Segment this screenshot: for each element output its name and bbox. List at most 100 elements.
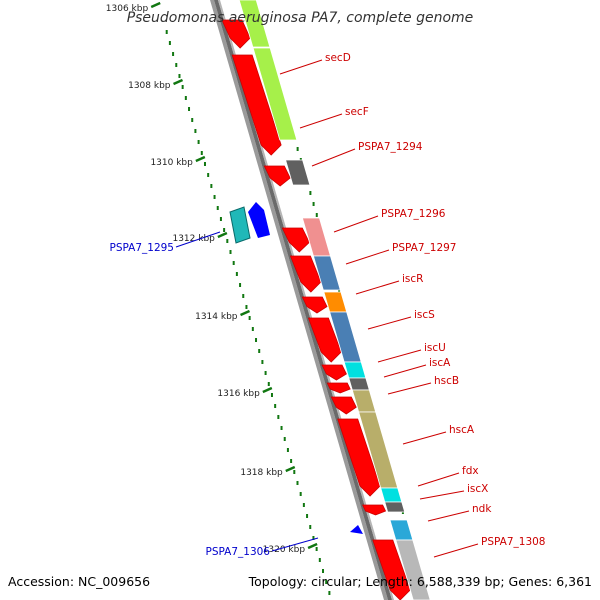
gene-label-pspa7-1294: PSPA7_1294 [358,141,423,153]
tick-dot [235,272,238,276]
gene-arrow-reverse [248,202,270,238]
tick-dot [181,85,184,89]
gene-label-pspa7-1297: PSPA7_1297 [392,242,457,254]
cds-arrow [307,317,342,363]
leader-line [175,231,221,248]
scale-tick-mark [262,386,273,394]
leader-line [377,349,422,363]
tick-dot [299,492,302,496]
feature-track [229,0,431,600]
tick-dot [165,30,168,34]
leader-line [271,537,319,552]
gene-label-fdx: fdx [462,465,479,477]
gene-label-hscb: hscB [434,375,459,387]
tick-dot [309,525,312,529]
scale-tick-mark [150,1,161,9]
cds-arrow [289,255,322,293]
scale-tick-mark [285,465,296,473]
tick-dot [255,338,258,342]
tick-dot [309,191,312,195]
gene-label-pspa7-1296: PSPA7_1296 [381,208,446,220]
tick-dot [232,261,235,265]
leader-line [367,316,412,330]
tick-dot [312,536,315,540]
cds-arrow [231,54,282,156]
gene-label-ndk: ndk [472,503,492,515]
genome-stats-text: Topology: circular; Length: 6,588,339 bp… [248,574,592,589]
tick-dot [296,481,299,485]
tick-dot [226,239,229,243]
gene-label-secf: secF [345,106,369,118]
scale-tick-label: 1312 kbp [172,234,215,244]
gene-box-pspa7-1294 [285,159,311,186]
gene-box-hscb [351,389,377,413]
scale-tick-mark [173,78,184,86]
scale-tick-label: 1308 kbp [128,81,171,91]
tick-dot [172,52,175,56]
gene-box-secf [252,47,298,141]
tick-dot [264,371,267,375]
tick-dot [312,202,315,206]
tick-dot [216,206,219,210]
tick-dot [175,63,178,67]
gene-label-iscx: iscX [467,483,488,495]
tick-dot [207,173,210,177]
tick-dot [306,514,309,518]
gene-box-secd [238,0,271,48]
leader-line [311,148,356,167]
tick-dot [251,327,254,331]
gene-box-iscu [343,361,367,379]
tick-dot [191,118,194,122]
tick-dot [194,129,197,133]
tick-dot [302,503,305,507]
tick-dot [277,415,280,419]
gene-labels: secD secF PSPA7_1294 PSPA7_1296 PSPA7_1297is… [110,52,546,558]
label-leaders [175,59,479,558]
tick-dot [239,283,242,287]
map-title: Pseudomonas aeruginosa PA7, complete gen… [126,10,474,26]
leader-line [279,59,323,75]
tick-dot [200,151,203,155]
cds-track [221,19,411,600]
cds-arrow [326,382,351,394]
tick-dot [245,305,248,309]
gene-box-iscr [323,291,348,313]
tick-dot [280,426,283,430]
gene-label-pspa7-1295: PSPA7_1295 [110,242,175,254]
cds-arrow [337,418,381,497]
leader-line [383,364,427,378]
gene-box-pspa7-1308 [395,539,431,600]
cds-arrow [301,296,328,314]
gene-label-iscr: iscR [402,273,423,285]
tick-dot [261,360,264,364]
gene-label-pspa7-1306: PSPA7_1306 [206,546,271,558]
leader-line [355,280,400,295]
leader-line [427,510,470,522]
gene-box-isca [348,377,370,391]
gene-box-pspa7-1297 [312,255,341,291]
tick-dot [267,382,270,386]
tick-dot [188,107,191,111]
gene-box-ndk [389,519,414,541]
tick-dot [328,591,331,595]
gene-label-isca: iscA [429,357,451,369]
scale-tick-label: 1310 kbp [150,158,193,168]
gene-box-iscx [384,501,406,513]
leader-line [299,113,343,129]
leader-line [417,472,460,487]
scale-tick-label: 1316 kbp [217,389,260,399]
cds-arrow [362,504,387,516]
tick-dot [286,448,289,452]
tick-dot [242,294,245,298]
scale-tick-mark [307,542,318,550]
tick-dot [248,316,251,320]
gene-label-secd: secD [325,52,351,64]
gene-box-pspa7-1295 [229,206,251,244]
tick-dot [213,195,216,199]
gene-label-hsca: hscA [449,424,475,436]
gene-arrow-pspa7-1306 [350,525,363,534]
scale-tick-mark [240,309,251,317]
tick-dot [229,250,232,254]
tick-dot [203,162,206,166]
scale-tick-label: 1320 kbp [263,545,306,555]
